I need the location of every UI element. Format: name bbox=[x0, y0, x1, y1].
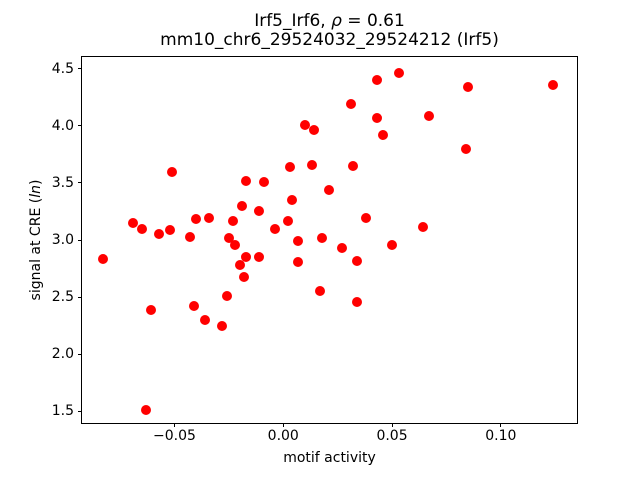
scatter-point bbox=[323, 184, 334, 195]
x-tick-label: 0.00 bbox=[267, 428, 299, 444]
scatter-point bbox=[548, 79, 559, 90]
scatter-point bbox=[300, 119, 311, 130]
scatter-point bbox=[136, 223, 147, 234]
scatter-point bbox=[463, 82, 474, 93]
x-axis-label: motif activity bbox=[283, 450, 376, 466]
scatter-point bbox=[236, 200, 247, 211]
scatter-point bbox=[282, 215, 293, 226]
x-tick-label: −0.05 bbox=[153, 428, 196, 444]
scatter-point bbox=[317, 232, 328, 243]
y-tick-label: 4.5 bbox=[51, 60, 74, 77]
scatter-point bbox=[347, 160, 358, 171]
scatter-point bbox=[393, 68, 404, 79]
scatter-point bbox=[371, 75, 382, 86]
scatter-point bbox=[234, 260, 245, 271]
scatter-point bbox=[184, 231, 195, 242]
scatter-point bbox=[269, 223, 280, 234]
scatter-point bbox=[228, 215, 239, 226]
x-tick-mark bbox=[282, 423, 284, 427]
chart-title: Irf5_Irf6, ρ = 0.61 mm10_chr6_29524032_2… bbox=[82, 12, 577, 50]
scatter-point bbox=[387, 239, 398, 250]
scatter-point bbox=[165, 224, 176, 235]
y-tick-mark bbox=[78, 353, 82, 355]
scatter-point bbox=[154, 229, 165, 240]
plot-area bbox=[81, 56, 578, 424]
y-axis-label-text: signal at CRE ( bbox=[28, 197, 44, 301]
y-tick-mark bbox=[78, 410, 82, 412]
scatter-point bbox=[352, 255, 363, 266]
scatter-point bbox=[345, 99, 356, 110]
y-tick-mark bbox=[78, 296, 82, 298]
scatter-point bbox=[371, 112, 382, 123]
scatter-point bbox=[461, 143, 472, 154]
title-rho-symbol: ρ bbox=[331, 11, 342, 31]
scatter-point bbox=[424, 110, 435, 121]
scatter-point bbox=[230, 239, 241, 250]
scatter-point bbox=[204, 213, 215, 224]
scatter-point bbox=[254, 252, 265, 263]
scatter-point bbox=[286, 195, 297, 206]
y-tick-label: 3.0 bbox=[51, 232, 74, 248]
y-tick-mark bbox=[78, 182, 82, 184]
scatter-point bbox=[352, 296, 363, 307]
scatter-point bbox=[199, 314, 210, 325]
x-tick-mark bbox=[500, 423, 502, 427]
scatter-point bbox=[241, 175, 252, 186]
scatter-point bbox=[315, 286, 326, 297]
scatter-point bbox=[284, 161, 295, 172]
y-tick-label: 2.5 bbox=[51, 289, 74, 306]
y-tick-label: 1.5 bbox=[51, 403, 74, 420]
y-tick-label: 3.5 bbox=[51, 174, 74, 191]
scatter-point bbox=[223, 232, 234, 243]
scatter-point bbox=[241, 252, 252, 263]
title-rho-value: = 0.61 bbox=[341, 11, 405, 31]
scatter-point bbox=[239, 271, 250, 282]
title-prefix: Irf5_Irf6, bbox=[254, 11, 332, 31]
scatter-point bbox=[97, 254, 108, 265]
x-tick-mark bbox=[391, 423, 393, 427]
y-tick-mark bbox=[78, 68, 82, 70]
scatter-point bbox=[189, 301, 200, 312]
scatter-point bbox=[128, 217, 139, 228]
x-tick-label: 0.10 bbox=[485, 428, 517, 444]
scatter-point bbox=[217, 320, 228, 331]
scatter-point bbox=[306, 159, 317, 170]
chart-title-line1: Irf5_Irf6, ρ = 0.61 bbox=[82, 12, 577, 31]
scatter-point bbox=[378, 129, 389, 140]
y-tick-mark bbox=[78, 125, 82, 127]
scatter-point bbox=[293, 236, 304, 247]
scatter-point bbox=[221, 290, 232, 301]
y-tick-mark bbox=[78, 239, 82, 241]
chart-subtitle: mm10_chr6_29524032_29524212 (Irf5) bbox=[160, 30, 499, 50]
scatter-point bbox=[337, 242, 347, 253]
y-tick-label: 4.0 bbox=[51, 117, 74, 134]
scatter-point bbox=[141, 405, 152, 416]
x-tick-label: 0.05 bbox=[376, 428, 408, 444]
scatter-point bbox=[360, 213, 371, 224]
y-tick-label: 2.0 bbox=[51, 346, 74, 363]
scatter-point bbox=[308, 125, 319, 136]
x-tick-mark bbox=[173, 423, 175, 427]
scatter-point bbox=[191, 214, 202, 225]
scatter-point bbox=[293, 256, 304, 267]
scatter-point bbox=[417, 222, 428, 233]
scatter-point bbox=[258, 176, 269, 187]
scatter-point bbox=[167, 166, 178, 177]
scatter-point bbox=[254, 206, 265, 217]
scatter-point bbox=[145, 304, 156, 315]
